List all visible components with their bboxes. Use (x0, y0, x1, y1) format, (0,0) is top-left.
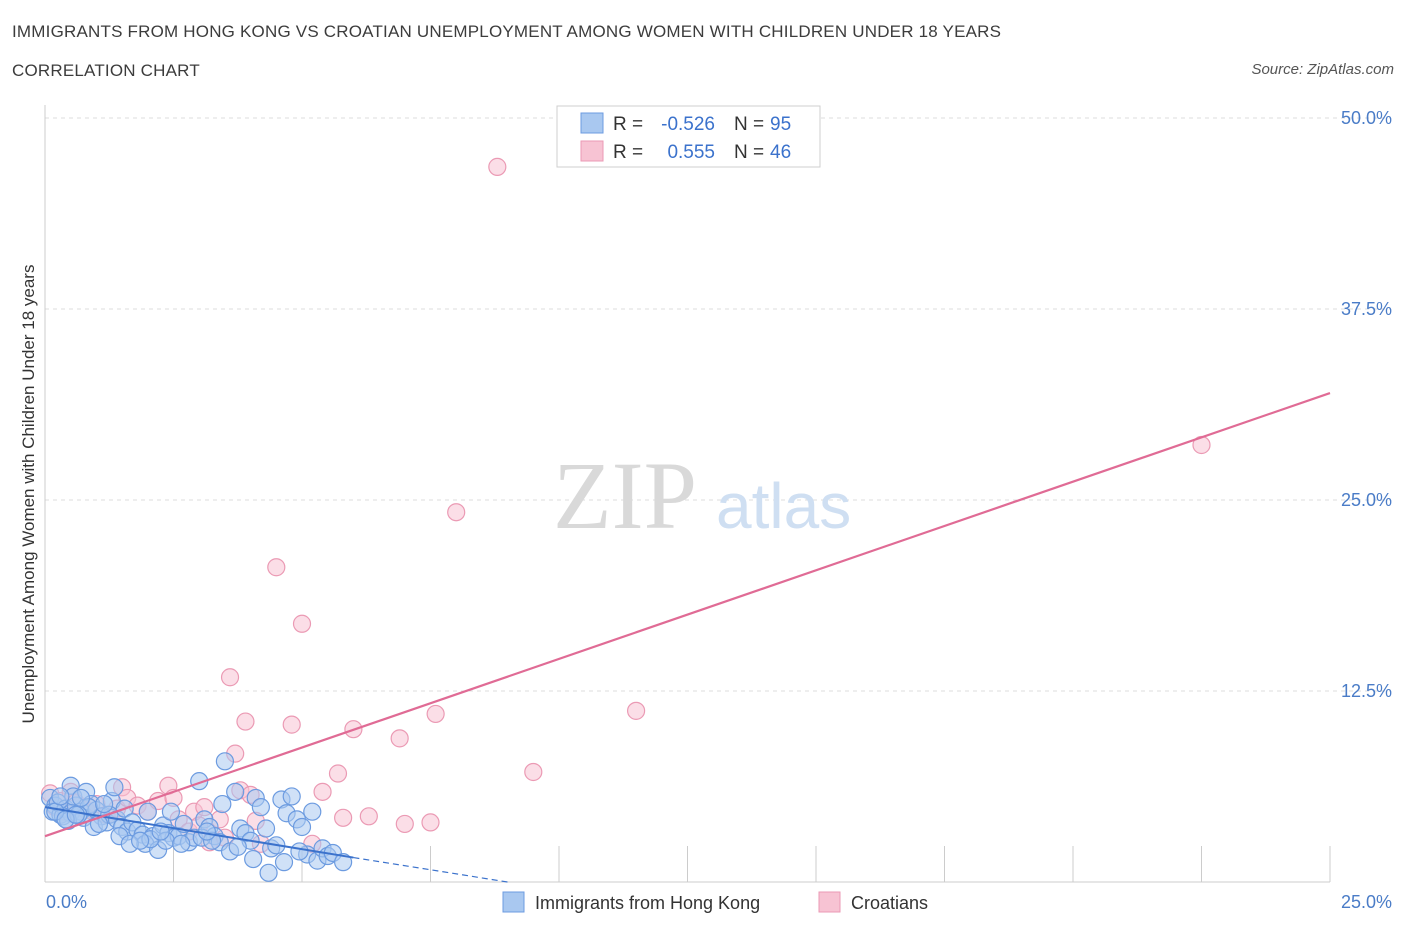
x-tick-label-max: 25.0% (1341, 892, 1392, 912)
hong-kong-points (41, 752, 353, 882)
y-tick-label: 37.5% (1341, 299, 1392, 319)
y-tick-label: 25.0% (1341, 490, 1392, 510)
croatians-point (220, 668, 240, 687)
legend-r-label-2: R = (613, 142, 643, 163)
hong-kong-point (66, 805, 85, 824)
croatians-point (267, 558, 286, 577)
hong-kong-point (292, 817, 312, 837)
y-tick-labels: 12.5% 25.0% 37.5% 50.0% (1341, 108, 1392, 701)
hong-kong-point (274, 853, 294, 872)
legend-swatch-hong-kong (580, 112, 604, 134)
hong-kong-point (256, 819, 276, 838)
hong-kong-point (334, 853, 353, 872)
x-minor-ticks (173, 846, 1331, 882)
croatians-point (359, 807, 378, 826)
hong-kong-point (215, 752, 234, 771)
x-tick-label-min: 0.0% (46, 892, 87, 912)
hong-kong-point (71, 788, 91, 808)
y-tick-label: 50.0% (1341, 108, 1392, 128)
hong-kong-point (51, 787, 70, 806)
hong-kong-trendline-extension (353, 856, 508, 883)
croatians-point (328, 764, 348, 783)
hong-kong-point (130, 831, 150, 850)
legend-swatch-croatians (580, 140, 604, 162)
croatians-point (426, 704, 445, 724)
trendlines (44, 392, 1331, 883)
croatians-point (524, 762, 543, 782)
bottom-legend-label-croatians: Croatians (851, 893, 928, 913)
hong-kong-point (259, 863, 278, 882)
croatians-point (313, 782, 332, 801)
hong-kong-point (161, 802, 181, 821)
hong-kong-point (303, 802, 322, 821)
croatians-point (236, 712, 255, 731)
croatians-point (282, 715, 301, 734)
legend-r-label-1: R = (613, 114, 643, 135)
legend-n-label-2: N = (734, 142, 764, 163)
croatians-point (447, 503, 466, 522)
hong-kong-point (282, 787, 301, 806)
watermark-atlas: atlas (716, 470, 851, 542)
hong-kong-point (251, 798, 270, 817)
y-tick-label: 12.5% (1341, 681, 1392, 701)
hong-kong-point (95, 794, 114, 814)
hong-kong-point (213, 794, 232, 814)
hong-kong-point (138, 802, 157, 821)
croatians-point (626, 701, 646, 720)
chart-title: IMMIGRANTS FROM HONG KONG VS CROATIAN UN… (12, 22, 1002, 41)
bottom-legend-swatch-hong-kong (502, 891, 525, 913)
chart-source: Source: ZipAtlas.com (1251, 61, 1394, 78)
bottom-legend-swatch-croatians (818, 891, 841, 913)
watermark-zip: ZIP (553, 442, 697, 549)
legend-n-value-2: 46 (770, 142, 791, 163)
legend-n-value-1: 95 (770, 114, 791, 135)
hong-kong-point (290, 842, 309, 861)
bottom-legend-label-hong-kong: Immigrants from Hong Kong (535, 893, 760, 913)
croatians-point (421, 813, 440, 832)
legend-r-value-1: -0.526 (661, 114, 715, 135)
hong-kong-point (228, 837, 247, 856)
hong-kong-point (172, 834, 191, 853)
croatians-trendline (44, 392, 1331, 838)
hong-kong-point (197, 822, 217, 841)
hong-kong-point (105, 778, 124, 797)
watermark: ZIP atlas (553, 442, 851, 549)
legend-n-label-1: N = (734, 114, 764, 135)
croatians-point (488, 157, 507, 176)
hong-kong-point (244, 849, 263, 869)
hong-kong-point (226, 782, 245, 801)
hong-kong-trendline (44, 806, 354, 859)
x-tick-labels: 0.0% 25.0% (46, 892, 1392, 912)
y-axis-title: Unemployment Among Women with Children U… (19, 265, 38, 724)
croatians-point (334, 808, 353, 827)
correlation-legend: R = -0.526 N = 95 R = 0.555 N = 46 (556, 105, 821, 168)
series-legend: Immigrants from Hong Kong Croatians (502, 891, 928, 913)
croatians-point (395, 814, 414, 834)
croatians-point (292, 614, 312, 633)
chart-subtitle: CORRELATION CHART (12, 61, 200, 80)
legend-r-value-2: 0.555 (667, 142, 715, 163)
croatians-point (390, 729, 409, 748)
